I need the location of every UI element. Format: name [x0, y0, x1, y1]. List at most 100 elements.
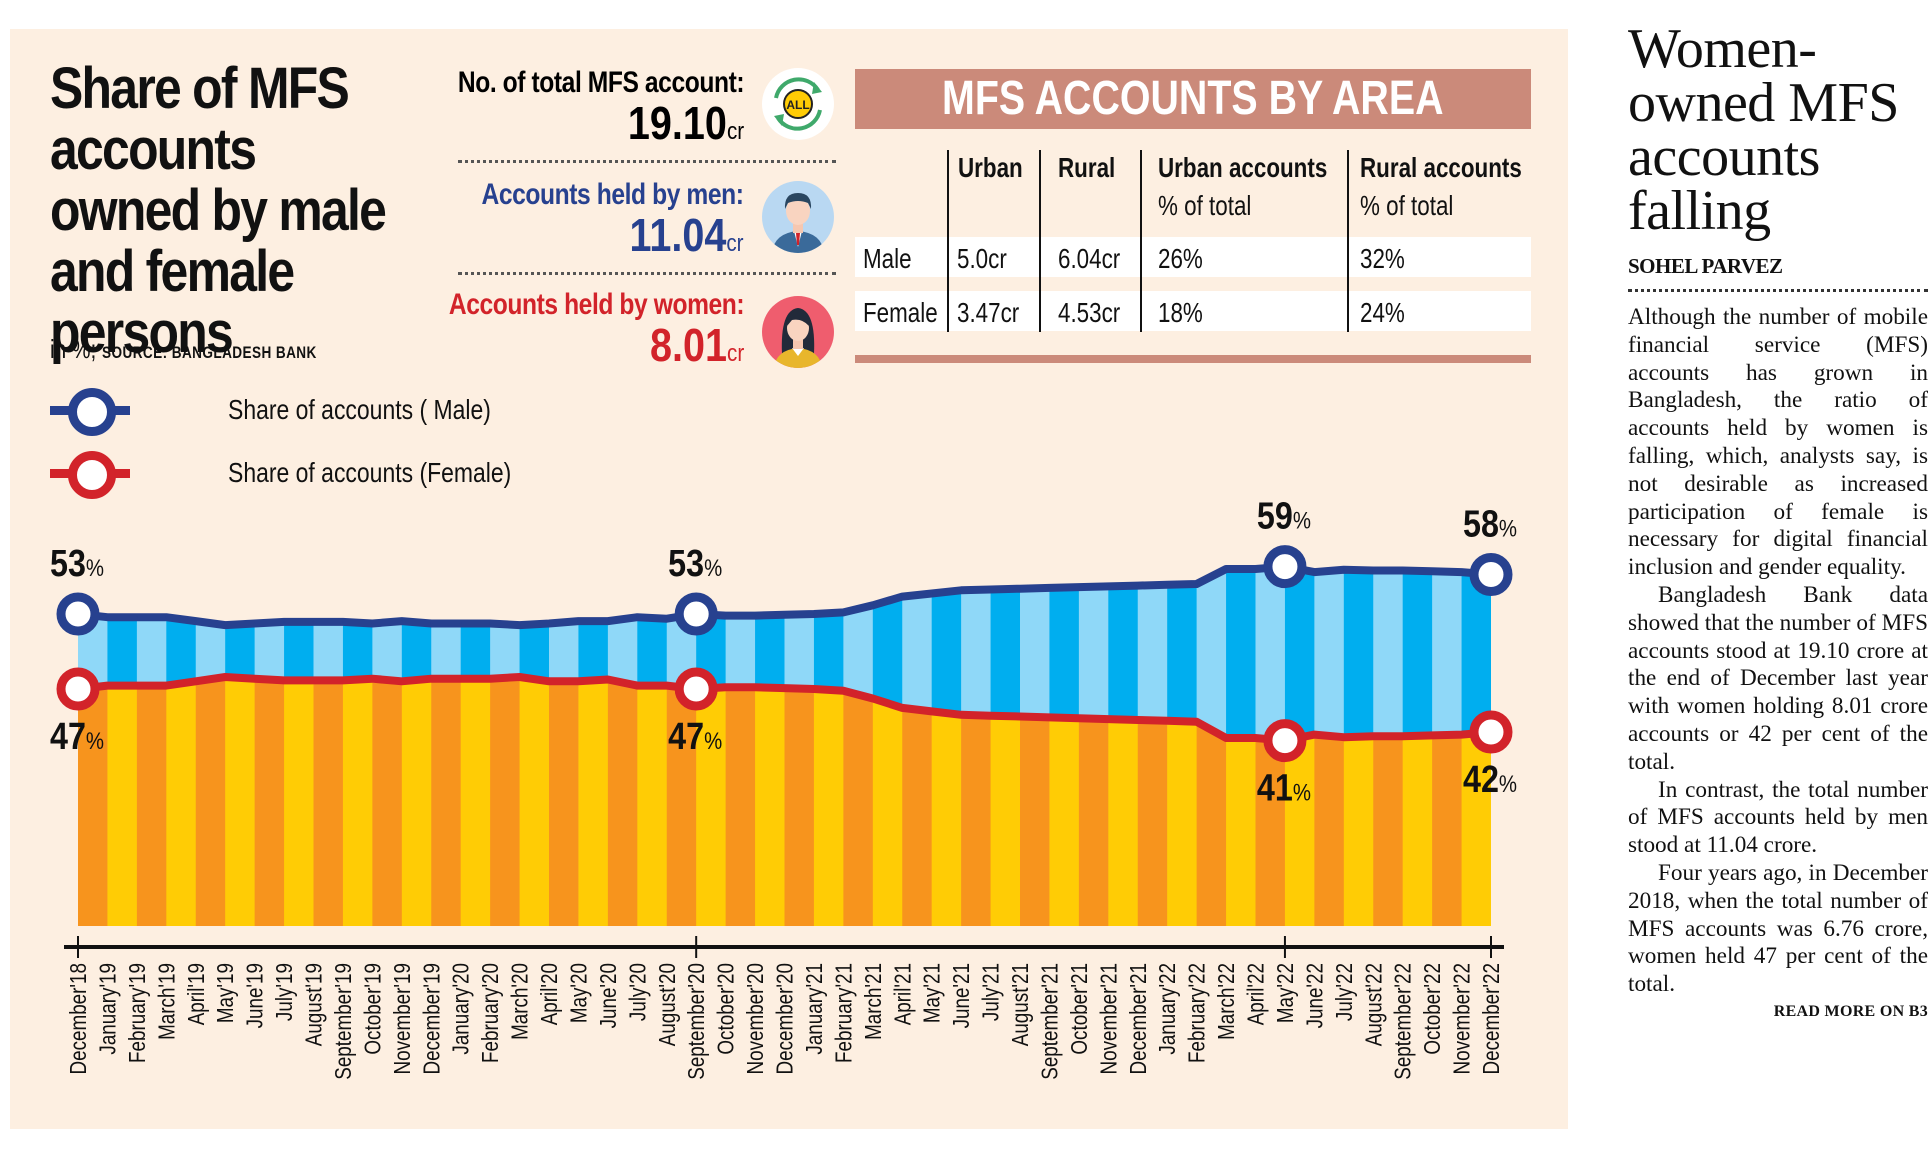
x-tick-label: July'22 — [1332, 963, 1357, 1021]
male-marker — [1263, 545, 1307, 589]
source-note: SOURCE: BANGLADESH BANK — [102, 343, 317, 362]
x-tick-label: February'22 — [1185, 963, 1210, 1063]
x-tick-label: August'19 — [302, 963, 327, 1046]
x-tick-label: June'20 — [596, 963, 621, 1028]
x-axis — [64, 936, 1504, 958]
article-paragraph: Four years ago, in December 2018, when t… — [1628, 859, 1928, 998]
female-data-point — [1019, 715, 1021, 718]
table-header-urban-accounts: Urban accounts — [1158, 152, 1328, 183]
x-tick-label: September'21 — [1038, 963, 1063, 1080]
male-data-point — [842, 611, 845, 614]
stat-divider — [458, 272, 836, 275]
value-labels: 53% 47% 53% 47% 59% 41% 58% 42% — [50, 495, 1517, 809]
male-data-point — [253, 622, 256, 625]
male-data-point — [812, 613, 815, 615]
male-data-point — [577, 620, 580, 623]
x-tick-label: February'20 — [478, 963, 503, 1063]
female-data-point — [989, 714, 992, 717]
female-marker — [1469, 710, 1513, 754]
stat-men-label: Accounts held by men: — [481, 178, 744, 211]
area-table-footer-bar — [855, 355, 1531, 363]
table-divider — [1347, 150, 1349, 332]
female-marker — [1263, 719, 1307, 763]
table-divider — [947, 150, 949, 332]
male-data-point — [665, 617, 668, 620]
male-data-point — [783, 613, 786, 616]
stat-total-value: 19.10cr — [627, 97, 744, 149]
female-data-point — [489, 677, 492, 680]
female-data-point — [1254, 737, 1257, 740]
male-data-point — [341, 620, 344, 623]
legend-label-male: Share of accounts ( Male) — [228, 394, 491, 425]
table-header-rural-accounts: Rural accounts — [1360, 152, 1522, 183]
female-data-point — [1048, 716, 1051, 719]
x-tick-label: November'19 — [390, 963, 415, 1075]
unit-note: in %; — [50, 334, 97, 364]
x-tick-label: October'20 — [714, 963, 739, 1055]
male-value-label: 58% — [1463, 503, 1517, 545]
stat-women-value: 8.01cr — [649, 319, 744, 371]
female-data-point — [1372, 735, 1375, 738]
female-data-point — [1460, 733, 1463, 736]
male-marker — [56, 592, 100, 636]
male-data-point — [724, 614, 727, 617]
article-byline: SOHEL PARVEZ — [1628, 254, 1783, 278]
table-cell: 24% — [1360, 297, 1405, 328]
female-marker — [674, 667, 718, 711]
male-data-point — [400, 620, 403, 623]
male-data-point — [489, 622, 492, 625]
female-data-point — [312, 679, 315, 682]
table-cell: 26% — [1158, 243, 1203, 274]
table-row-label-male: Male — [863, 243, 912, 274]
female-data-point — [135, 684, 138, 687]
table-divider — [1039, 150, 1041, 332]
article-paragraph: In contrast, the total number of MFS acc… — [1628, 776, 1928, 859]
x-tick-label: December'21 — [1126, 963, 1151, 1075]
svg-text:ALL: ALL — [786, 98, 809, 112]
male-data-point — [371, 622, 374, 625]
read-more-link[interactable]: READ MORE ON B3 — [1773, 1002, 1928, 1020]
man-avatar-icon — [762, 181, 834, 253]
x-tick-label: March'19 — [155, 963, 180, 1040]
all-accounts-icon: ALL — [762, 68, 834, 140]
stat-total: No. of total MFS account: 19.10cr — [395, 66, 745, 155]
female-data-point — [400, 680, 403, 683]
male-marker — [1469, 553, 1513, 596]
x-tick-label: July'21 — [979, 963, 1004, 1021]
male-data-point — [459, 622, 462, 625]
table-divider — [1140, 150, 1142, 332]
male-data-point — [430, 622, 433, 625]
x-tick-label: January'19 — [96, 963, 121, 1055]
female-data-point — [283, 679, 286, 682]
x-tick-label: December'20 — [773, 963, 798, 1075]
table-row-male-bg — [855, 237, 1531, 277]
x-tick-label: March'21 — [861, 963, 886, 1040]
female-marker — [56, 667, 100, 711]
x-tick-label: September'20 — [685, 963, 710, 1080]
x-tick-label: December'19 — [420, 963, 445, 1075]
male-data-point — [960, 589, 963, 592]
x-tick-label: December'18 — [66, 963, 91, 1075]
female-data-point — [606, 678, 609, 681]
male-marker — [674, 592, 718, 636]
x-tick-label: December'22 — [1479, 963, 1504, 1075]
male-data-point — [1254, 567, 1257, 570]
female-data-point — [1195, 720, 1198, 723]
stat-divider — [458, 160, 836, 163]
female-data-point — [842, 689, 845, 692]
male-data-point — [106, 616, 109, 619]
table-header-rural: Rural — [1058, 152, 1116, 183]
female-data-point — [1225, 737, 1228, 740]
male-data-point — [989, 588, 992, 591]
female-data-point — [1313, 733, 1316, 736]
x-tick-label: August'21 — [1008, 963, 1033, 1046]
woman-avatar-icon — [762, 296, 834, 368]
female-data-point — [724, 686, 727, 689]
table-cell: 32% — [1360, 243, 1405, 274]
male-data-point — [518, 624, 521, 627]
male-data-point — [135, 616, 138, 619]
male-data-point — [1107, 585, 1110, 588]
table-cell: 4.53cr — [1058, 297, 1121, 328]
x-tick-label: September'19 — [331, 963, 356, 1080]
x-tick-label: June'19 — [243, 963, 268, 1028]
